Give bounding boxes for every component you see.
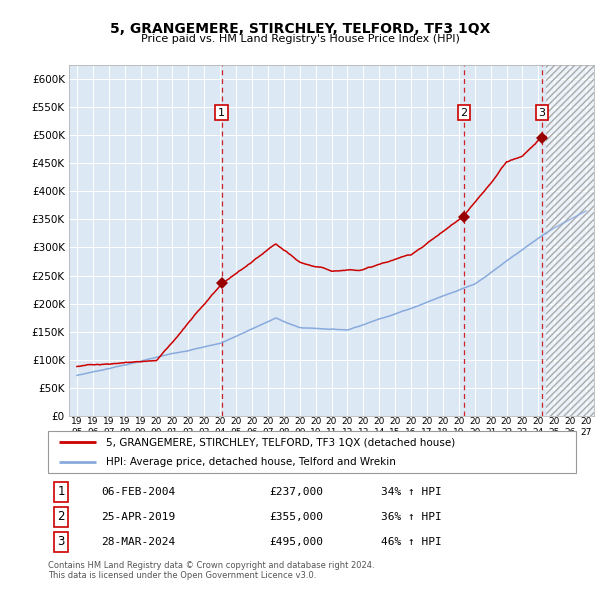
Text: 2: 2	[460, 107, 467, 117]
Text: This data is licensed under the Open Government Licence v3.0.: This data is licensed under the Open Gov…	[48, 571, 316, 579]
Text: 25-APR-2019: 25-APR-2019	[101, 512, 175, 522]
Text: 2: 2	[58, 510, 65, 523]
Text: £237,000: £237,000	[270, 487, 324, 497]
Bar	[546, 65, 594, 416]
Text: HPI: Average price, detached house, Telford and Wrekin: HPI: Average price, detached house, Telf…	[106, 457, 396, 467]
Text: 34% ↑ HPI: 34% ↑ HPI	[380, 487, 442, 497]
Text: 1: 1	[58, 486, 65, 499]
Text: £495,000: £495,000	[270, 537, 324, 547]
Text: 46% ↑ HPI: 46% ↑ HPI	[380, 537, 442, 547]
Text: 3: 3	[58, 535, 65, 548]
Text: 28-MAR-2024: 28-MAR-2024	[101, 537, 175, 547]
FancyBboxPatch shape	[48, 431, 576, 473]
Text: 06-FEB-2004: 06-FEB-2004	[101, 487, 175, 497]
Text: 3: 3	[538, 107, 545, 117]
Text: Contains HM Land Registry data © Crown copyright and database right 2024.: Contains HM Land Registry data © Crown c…	[48, 560, 374, 569]
Text: Price paid vs. HM Land Registry's House Price Index (HPI): Price paid vs. HM Land Registry's House …	[140, 34, 460, 44]
Text: £355,000: £355,000	[270, 512, 324, 522]
Bar	[546, 65, 594, 416]
Text: 5, GRANGEMERE, STIRCHLEY, TELFORD, TF3 1QX: 5, GRANGEMERE, STIRCHLEY, TELFORD, TF3 1…	[110, 22, 490, 37]
Text: 5, GRANGEMERE, STIRCHLEY, TELFORD, TF3 1QX (detached house): 5, GRANGEMERE, STIRCHLEY, TELFORD, TF3 1…	[106, 437, 455, 447]
Text: 36% ↑ HPI: 36% ↑ HPI	[380, 512, 442, 522]
Text: 1: 1	[218, 107, 225, 117]
